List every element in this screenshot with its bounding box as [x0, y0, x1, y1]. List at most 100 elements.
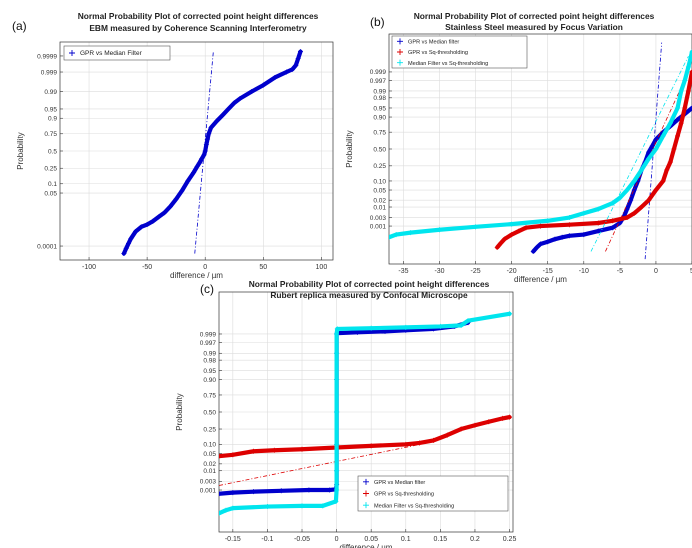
chart-panel: -0.15 -0.1 -0.05 0 0.05 0.1 0.15 0.2 0.250.0010.…	[175, 279, 516, 548]
y-tick-label: 0.75	[44, 131, 57, 138]
data-point	[208, 125, 214, 131]
x-axis-label: difference / µm	[340, 543, 393, 548]
y-tick-label: 0.75	[203, 392, 216, 399]
data-point	[667, 120, 673, 126]
data-point	[299, 503, 305, 509]
data-point	[368, 443, 374, 449]
data-point	[334, 441, 340, 447]
data-point	[595, 220, 601, 226]
legend-marker	[363, 490, 369, 497]
x-tick-label: 0	[203, 264, 207, 271]
x-tick-label: -5	[617, 268, 623, 275]
data-point	[126, 240, 132, 246]
legend-label: GPR vs Sq-thresholding	[408, 50, 468, 56]
data-point	[220, 112, 226, 118]
x-tick-label: 0.15	[434, 536, 448, 543]
y-tick-label: 0.25	[373, 163, 386, 170]
data-point	[334, 331, 340, 337]
chart-subtitle: EBM measured by Coherence Scanning Inter…	[89, 23, 307, 33]
data-point	[685, 64, 691, 70]
y-tick-label: 0.95	[44, 106, 57, 113]
data-point	[500, 415, 506, 421]
legend-box	[391, 35, 528, 69]
data-point	[545, 239, 551, 245]
data-point	[251, 489, 257, 495]
data-point	[610, 200, 616, 206]
data-point	[214, 118, 220, 124]
data-point	[185, 178, 191, 184]
y-tick-label: 0.1	[48, 181, 57, 188]
data-point	[624, 187, 630, 193]
data-point	[403, 441, 409, 447]
data-point	[516, 228, 522, 234]
data-point	[272, 74, 278, 80]
data-point	[689, 105, 692, 111]
data-point	[664, 167, 670, 173]
data-point	[624, 215, 630, 221]
y-tick-label: 0.90	[203, 377, 216, 384]
x-tick-label: 0	[654, 268, 658, 275]
data-point	[417, 440, 423, 446]
data-point	[368, 325, 374, 331]
data-point	[646, 156, 652, 162]
chart-title: Normal Probability Plot of corrected poi…	[414, 11, 655, 21]
y-tick-label: 0.10	[203, 442, 216, 449]
y-tick-label: 0.98	[203, 357, 216, 364]
data-point	[297, 49, 303, 55]
y-tick-label: 0.05	[203, 451, 216, 458]
legend-box	[63, 45, 171, 61]
y-tick-label: 0.50	[373, 146, 386, 153]
data-point	[675, 105, 681, 111]
data-point	[334, 326, 340, 332]
data-point	[167, 203, 173, 209]
data-point	[408, 230, 414, 236]
data-point	[689, 69, 692, 75]
data-point	[581, 232, 587, 238]
chart-title: Normal Probability Plot of corrected poi…	[249, 279, 490, 289]
legend-box	[357, 475, 509, 512]
data-point	[472, 422, 478, 428]
reference-line	[219, 441, 434, 486]
y-tick-label: 0.02	[373, 198, 386, 205]
y-tick-label: 0.99	[373, 88, 386, 95]
data-point	[494, 244, 500, 250]
data-point	[617, 220, 623, 226]
data-point	[156, 214, 162, 220]
data-point	[278, 488, 284, 494]
data-point	[203, 142, 209, 148]
x-tick-label: 50	[259, 264, 267, 271]
data-point	[523, 225, 529, 231]
legend: GPR vs Median filter GPR vs Sq-thresholdi…	[391, 35, 528, 69]
y-tick-label: 0.25	[203, 426, 216, 433]
plot-frame	[218, 291, 514, 533]
data-point	[162, 210, 168, 216]
data-point	[223, 507, 229, 513]
data-point	[465, 318, 471, 324]
data-point	[559, 234, 565, 240]
data-point	[610, 218, 616, 224]
data-point	[667, 159, 673, 165]
reference-line	[590, 56, 689, 252]
y-tick-label: 0.75	[373, 129, 386, 136]
y-tick-label: 0.01	[373, 204, 386, 211]
chart-subtitle: Rubert replica measured by Confocal Micr…	[270, 290, 468, 300]
y-axis-label: Probability	[345, 130, 354, 167]
data-point	[201, 152, 207, 158]
y-tick-label: 0.25	[44, 166, 57, 173]
data-point	[173, 196, 179, 202]
x-tick-label: -25	[471, 268, 481, 275]
series-layer	[121, 49, 303, 257]
data-point	[295, 56, 301, 62]
data-point	[225, 106, 231, 112]
legend-label: GPR vs Median Filter	[80, 50, 143, 57]
data-point	[334, 377, 340, 383]
data-point	[231, 100, 237, 106]
x-tick-label: -50	[142, 264, 152, 271]
y-tick-label: 0.5	[48, 148, 57, 155]
data-point	[660, 133, 666, 139]
data-point	[199, 156, 205, 162]
y-tick-label: 0.05	[373, 187, 386, 194]
data-point	[219, 510, 222, 516]
